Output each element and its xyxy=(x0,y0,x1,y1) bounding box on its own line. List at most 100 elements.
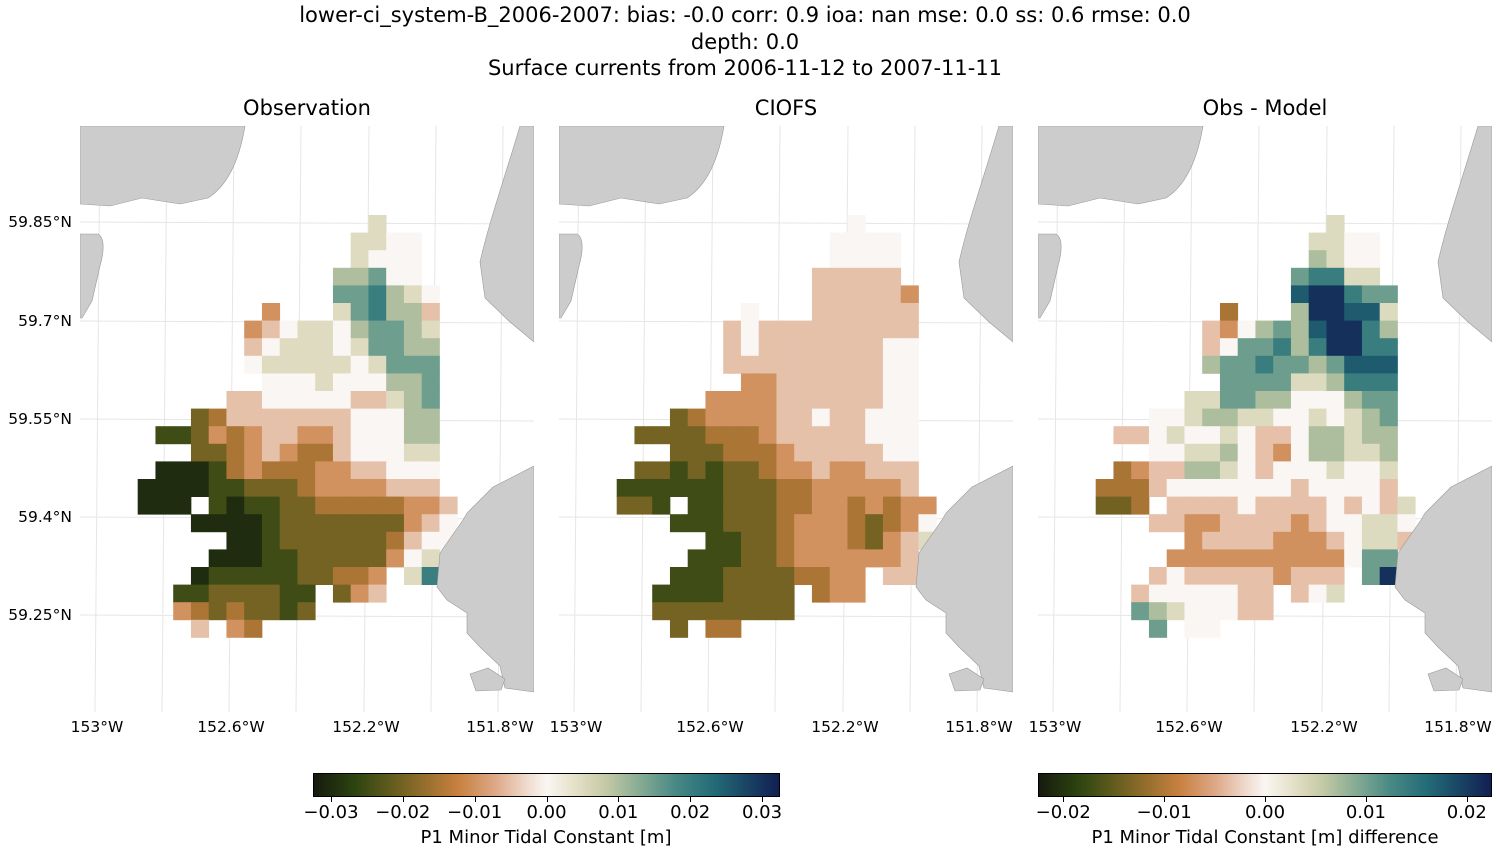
colorbar-tick-label: −0.01 xyxy=(1136,802,1192,823)
heatmap-cell xyxy=(1184,479,1203,497)
heatmap-cell xyxy=(1166,514,1185,533)
heatmap-cell xyxy=(758,408,777,427)
heatmap-cell xyxy=(1308,338,1327,357)
heatmap-cell xyxy=(758,496,777,515)
heatmap-cell xyxy=(794,531,813,550)
heatmap-cell xyxy=(350,303,369,321)
heatmap-cell xyxy=(279,461,298,480)
heatmap-cell xyxy=(900,391,919,409)
heatmap-cell xyxy=(776,320,795,339)
heatmap-cell xyxy=(1202,496,1221,515)
heatmap-cell xyxy=(297,514,316,533)
heatmap-cell xyxy=(279,531,298,550)
heatmap-cell xyxy=(1344,426,1363,445)
heatmap-cell xyxy=(687,426,706,445)
heatmap-cell xyxy=(1184,602,1203,621)
heatmap-cell xyxy=(1290,567,1310,585)
heatmap-cell xyxy=(1166,549,1185,568)
heatmap-cell xyxy=(350,549,369,568)
heatmap-cell xyxy=(1273,514,1292,533)
heatmap-cell xyxy=(297,567,316,585)
heatmap-cell xyxy=(244,602,263,621)
heatmap-cell xyxy=(687,461,706,480)
heatmap-cell xyxy=(723,408,742,427)
heatmap-cell xyxy=(1308,496,1327,515)
colorbar-tick xyxy=(1164,797,1166,802)
heatmap-cell xyxy=(776,567,795,585)
heatmap-cell xyxy=(900,496,919,515)
heatmap-cell xyxy=(1131,584,1150,603)
heatmap-cell xyxy=(1202,320,1221,339)
heatmap-cell xyxy=(829,391,848,409)
heatmap-cell xyxy=(1290,584,1310,603)
heatmap-cell xyxy=(403,549,423,568)
heatmap-cell xyxy=(350,373,369,392)
heatmap-cell xyxy=(705,391,724,409)
land-mass xyxy=(559,126,725,207)
heatmap-cell xyxy=(1344,285,1363,304)
heatmap-cell xyxy=(244,426,263,445)
heatmap-cell xyxy=(350,320,369,339)
depth-subtitle: depth: 0.0 xyxy=(690,30,800,54)
heatmap-cell xyxy=(1202,531,1221,550)
heatmap-cell xyxy=(244,408,263,427)
heatmap-cell xyxy=(794,461,813,480)
heatmap-cell xyxy=(1308,355,1327,374)
heatmap-cell xyxy=(740,391,760,409)
heatmap-cell xyxy=(1361,303,1381,321)
x-tick-label: 152.6°W xyxy=(1155,718,1223,736)
heatmap-cell xyxy=(740,567,760,585)
heatmap-cell xyxy=(1379,479,1398,497)
heatmap-cell xyxy=(882,426,902,445)
heatmap-cell xyxy=(1113,461,1132,480)
heatmap-cell xyxy=(403,391,423,409)
latitude-gridline xyxy=(1038,221,1492,225)
heatmap-cell xyxy=(350,355,369,374)
heatmap-cell xyxy=(244,479,263,497)
heatmap-cell xyxy=(403,285,423,304)
heatmap-cell xyxy=(332,267,352,286)
heatmap-cell xyxy=(740,426,760,445)
heatmap-cell xyxy=(758,391,777,409)
heatmap-cell xyxy=(368,391,387,409)
heatmap-cell xyxy=(1255,479,1274,497)
heatmap-cell xyxy=(403,426,423,445)
heatmap-cell xyxy=(1308,320,1327,339)
colorbar-tick xyxy=(474,797,476,802)
heatmap-cell xyxy=(829,355,848,374)
heatmap-cell xyxy=(829,514,848,533)
heatmap-cell xyxy=(190,619,210,638)
heatmap-cell xyxy=(1113,426,1132,445)
longitude-gridline xyxy=(1052,126,1059,712)
heatmap-cell xyxy=(1308,584,1327,603)
heatmap-cell xyxy=(1255,567,1274,585)
heatmap-cell xyxy=(723,443,742,462)
heatmap-cell xyxy=(403,373,423,392)
heatmap-cell xyxy=(865,426,884,445)
heatmap-cell xyxy=(776,496,795,515)
map-difference xyxy=(1038,126,1492,712)
heatmap-cell xyxy=(1202,391,1221,409)
heatmap-cell xyxy=(847,426,866,445)
heatmap-cell xyxy=(847,320,866,339)
heatmap-cell xyxy=(829,320,848,339)
heatmap-cell xyxy=(350,338,369,357)
heatmap-cell xyxy=(421,426,440,445)
heatmap-cell xyxy=(421,320,440,339)
heatmap-cell xyxy=(847,250,866,269)
heatmap-cell xyxy=(687,496,706,515)
colorbar-tick-label: 0.02 xyxy=(1446,802,1487,823)
heatmap-cell xyxy=(386,479,405,497)
heatmap-cell xyxy=(882,567,902,585)
heatmap-cell xyxy=(669,567,689,585)
heatmap-cell xyxy=(758,426,777,445)
heatmap-cell xyxy=(1361,320,1381,339)
heatmap-cell xyxy=(1361,338,1381,357)
colorbar-tick-label: 0.01 xyxy=(598,802,639,823)
heatmap-cell xyxy=(1219,549,1239,568)
heatmap-cell xyxy=(1202,514,1221,533)
heatmap-cell xyxy=(421,496,440,515)
heatmap-cell xyxy=(669,443,689,462)
heatmap-cell xyxy=(847,531,866,550)
heatmap-cell xyxy=(1379,373,1398,392)
